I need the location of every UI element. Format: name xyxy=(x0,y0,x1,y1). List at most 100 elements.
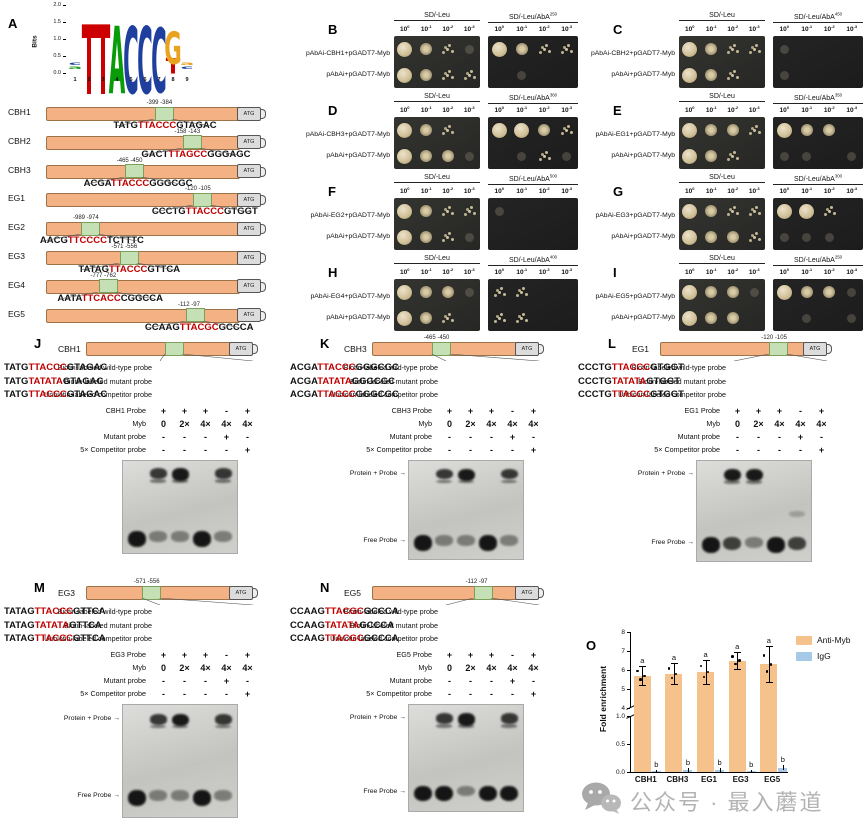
atg-box: ATG xyxy=(237,192,261,207)
condition-value: + xyxy=(797,431,804,442)
spot-plate xyxy=(679,117,765,169)
motif-site xyxy=(154,106,174,121)
gel-free-label: Free Probe → xyxy=(363,787,406,795)
gene-name: EG1 xyxy=(8,193,26,204)
colony-spot xyxy=(420,231,433,243)
seq-pre: CCAAG xyxy=(290,606,325,618)
gene-name: EG3 xyxy=(8,251,26,261)
condition-label: EG1 Probe xyxy=(684,406,720,415)
colony-spot xyxy=(752,128,756,132)
gel-band-free xyxy=(435,535,454,547)
dilution-label: 10-1 xyxy=(511,267,534,276)
exponent: 400 xyxy=(549,255,558,260)
atg-tail xyxy=(261,166,266,177)
control-construct-label: pAbAi+pGADT7-Myb xyxy=(611,71,675,78)
plate-cell xyxy=(722,231,744,243)
gene-name: EG2 xyxy=(8,222,26,233)
dilution-label: 10-1 xyxy=(701,24,723,33)
plot-area: 8 7 6 5 4 1.0 0.5 0.0 a b CBH1 a b CBH3 a b EG1 a b EG3 a b EG… xyxy=(616,629,788,784)
site-coordinates: -120 -105 xyxy=(185,186,211,193)
logo-letter: C xyxy=(123,10,139,117)
plate-cell xyxy=(394,122,416,138)
condition-value: - xyxy=(162,431,165,442)
colony-spot xyxy=(705,124,718,136)
base: 10 xyxy=(442,107,450,115)
error-bar-line xyxy=(705,659,707,685)
colony-spot xyxy=(705,205,718,217)
gel-band-shift xyxy=(171,713,189,727)
y-tick-mark xyxy=(627,744,630,745)
condition-value: - xyxy=(183,431,186,442)
logo-letter-wrap: G xyxy=(164,27,181,72)
plate-cell xyxy=(841,287,864,297)
base: 10 xyxy=(801,107,809,115)
condition-value: 0 xyxy=(160,418,166,429)
logo-letter-wrap: C xyxy=(137,9,153,107)
dilution-label: 10-1 xyxy=(416,105,438,114)
condition-value: - xyxy=(204,431,207,442)
emsa-gene-name: EG3 xyxy=(58,588,76,598)
colony-spot xyxy=(705,286,718,298)
seq-post: GTTCA xyxy=(69,619,102,631)
dilution-row: 100 10-1 10-2 10-3 xyxy=(488,186,578,195)
gel-band-shift-2 xyxy=(172,479,188,483)
data-point-dot xyxy=(765,670,769,673)
logo-letter: C xyxy=(151,12,167,116)
plate-cell xyxy=(533,47,556,51)
exponent: -2 xyxy=(831,267,835,272)
colony-spot xyxy=(538,124,551,136)
base: 10 xyxy=(779,188,787,196)
emsa-conditions: CBH1 Probe + + + - + Myb 0 2× 4× 4× 4× Mutant probe -… xyxy=(4,404,290,456)
gel-free-label: Free Probe → xyxy=(363,537,406,545)
spot-plate xyxy=(773,117,863,169)
emsa-gel xyxy=(408,704,524,812)
plate-cell xyxy=(773,232,796,242)
condition-value: 0 xyxy=(734,418,740,429)
dilution-label: 10-2 xyxy=(437,267,459,276)
plate-cell xyxy=(722,73,744,77)
probe-type-label: Unbiotin-labeled competitor probe xyxy=(44,390,152,400)
exponent: 0 xyxy=(786,105,789,110)
plate-cell xyxy=(818,209,841,213)
exponent: 300 xyxy=(834,174,843,179)
significance-letter-a: a xyxy=(703,649,708,659)
condition-value: - xyxy=(162,444,165,455)
dilution-label: 100 xyxy=(488,24,511,33)
dilution-label: 10-2 xyxy=(722,267,744,276)
media-with-aba: SD/-Leu/AbA250 xyxy=(794,255,842,264)
seq-pre: TATG xyxy=(4,375,29,387)
base: 10 xyxy=(779,26,787,34)
gel-band-shift xyxy=(214,713,232,725)
exponent: -2 xyxy=(546,24,550,29)
data-point-dot xyxy=(738,659,741,662)
exponent: -1 xyxy=(428,24,432,29)
colony-spot xyxy=(562,151,572,161)
condition-value: 0 xyxy=(446,418,452,429)
gel-band-free xyxy=(766,537,785,553)
base: SD/-Leu/AbA xyxy=(508,176,550,184)
base: 10 xyxy=(846,269,854,277)
colony-spot xyxy=(497,316,501,320)
probe-row: Biotin-labeled mutant probe CCAAGTATATAGC… xyxy=(290,619,576,633)
colony-spot xyxy=(776,284,792,300)
wechat-icon xyxy=(580,780,622,821)
plate-media-label: SD/-Leu/AbA400 xyxy=(488,255,578,267)
plate-cell xyxy=(773,203,796,219)
base: 10 xyxy=(801,269,809,277)
error-bar-cap xyxy=(670,663,678,665)
data-point-dot xyxy=(762,654,766,657)
logo-y-tick: 0.5 xyxy=(53,53,61,59)
colony-spot xyxy=(517,151,527,161)
base: 10 xyxy=(494,107,502,115)
atg-tail xyxy=(261,109,266,119)
motif-site xyxy=(98,279,118,294)
condition-label: 5× Competitor probe xyxy=(80,445,146,454)
exponent: -3 xyxy=(471,186,475,191)
probe-type-label: Biotin-labeled wild-type probe xyxy=(57,607,152,617)
condition-value: 4× xyxy=(795,418,806,429)
colony-spot xyxy=(497,290,501,294)
atg-tail xyxy=(539,588,544,598)
plate-row xyxy=(773,305,863,331)
exponent: -2 xyxy=(734,24,739,29)
exponent: -2 xyxy=(449,24,454,29)
